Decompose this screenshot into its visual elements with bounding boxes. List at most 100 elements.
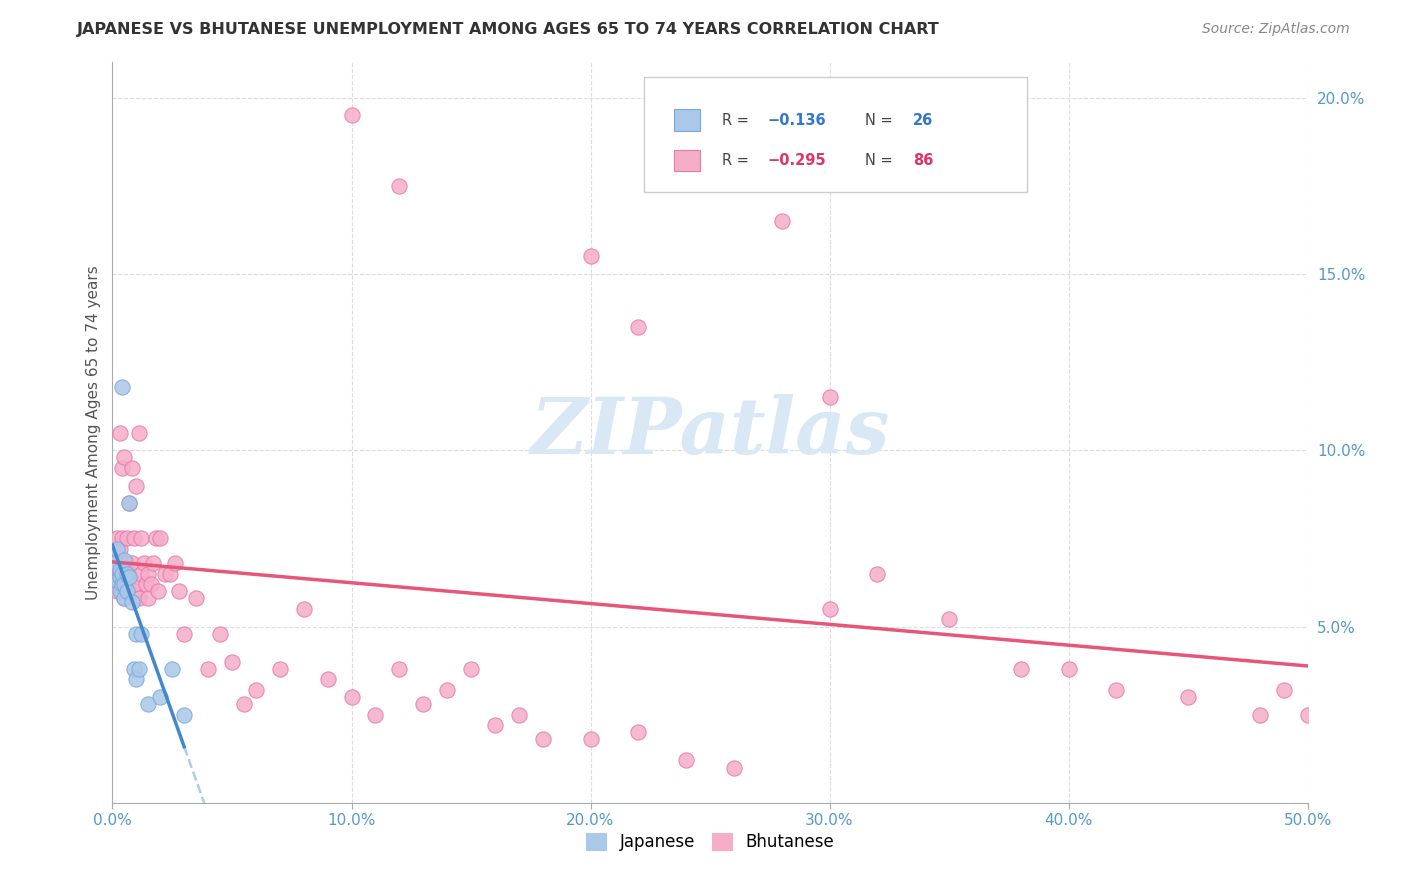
Point: [104, 549, 127, 563]
Point: [340, 108, 363, 122]
Point: [388, 178, 411, 193]
Point: [115, 556, 138, 570]
Point: [1105, 683, 1128, 698]
Point: [149, 532, 172, 546]
Point: [818, 602, 841, 616]
Point: [129, 532, 152, 546]
Point: [1177, 690, 1199, 704]
Point: [209, 626, 232, 640]
Point: [579, 732, 602, 747]
Text: ZIPatlas: ZIPatlas: [530, 394, 890, 471]
Point: [114, 574, 135, 588]
Point: [121, 574, 143, 588]
Point: [121, 556, 143, 570]
Bar: [675, 150, 700, 171]
Point: [135, 577, 157, 591]
Point: [122, 662, 145, 676]
Point: [1010, 662, 1032, 676]
Bar: [675, 110, 700, 130]
Point: [460, 662, 482, 676]
Point: [866, 566, 889, 581]
Point: [114, 450, 135, 465]
Point: [111, 532, 134, 546]
Text: R =: R =: [723, 153, 754, 169]
Point: [316, 673, 339, 687]
Point: [508, 707, 530, 722]
Point: [105, 541, 128, 556]
Point: [153, 566, 176, 581]
Point: [129, 566, 152, 581]
Point: [163, 556, 186, 570]
Point: [173, 707, 195, 722]
Point: [114, 556, 135, 570]
Text: 26: 26: [914, 112, 934, 128]
Point: [245, 683, 267, 698]
Point: [115, 577, 138, 591]
Point: [627, 319, 650, 334]
Point: [111, 566, 134, 581]
Point: [128, 591, 150, 606]
Point: [105, 584, 128, 599]
Point: [125, 478, 148, 492]
Point: [104, 556, 127, 570]
Point: [627, 725, 650, 739]
Point: [118, 584, 141, 599]
Point: [111, 566, 134, 581]
Point: [122, 532, 145, 546]
Point: [146, 584, 169, 599]
Text: JAPANESE VS BHUTANESE UNEMPLOYMENT AMONG AGES 65 TO 74 YEARS CORRELATION CHART: JAPANESE VS BHUTANESE UNEMPLOYMENT AMONG…: [77, 22, 941, 37]
Point: [122, 584, 145, 599]
Point: [114, 591, 135, 606]
Point: [115, 532, 138, 546]
Point: [292, 602, 315, 616]
Point: [114, 552, 135, 566]
Point: [818, 390, 841, 404]
Point: [105, 532, 128, 546]
Point: [1249, 707, 1271, 722]
Point: [388, 662, 411, 676]
Point: [104, 566, 127, 581]
Point: [1057, 662, 1080, 676]
Point: [436, 683, 458, 698]
Point: [197, 662, 219, 676]
Text: Source: ZipAtlas.com: Source: ZipAtlas.com: [1202, 22, 1350, 37]
Point: [108, 425, 131, 440]
Point: [1296, 707, 1319, 722]
Point: [108, 563, 131, 577]
Point: [118, 566, 141, 581]
Point: [221, 655, 243, 669]
Point: [118, 496, 141, 510]
Point: [186, 591, 208, 606]
Text: 86: 86: [914, 153, 934, 169]
Point: [149, 690, 172, 704]
Text: N =: N =: [866, 153, 897, 169]
Point: [114, 577, 135, 591]
Point: [269, 662, 291, 676]
Point: [340, 690, 363, 704]
Point: [1272, 683, 1295, 698]
Point: [159, 566, 181, 581]
Point: [145, 532, 167, 546]
Text: R =: R =: [723, 112, 754, 128]
Point: [108, 570, 131, 584]
Point: [138, 591, 160, 606]
Point: [105, 574, 128, 588]
Legend: Japanese, Bhutanese: Japanese, Bhutanese: [579, 826, 841, 857]
Point: [579, 249, 602, 263]
Text: −0.136: −0.136: [768, 112, 825, 128]
Point: [108, 577, 131, 591]
Point: [111, 584, 134, 599]
Point: [125, 673, 148, 687]
Point: [531, 732, 554, 747]
Point: [138, 566, 160, 581]
Point: [723, 760, 745, 774]
Point: [108, 541, 131, 556]
Point: [132, 556, 155, 570]
FancyBboxPatch shape: [644, 78, 1026, 192]
Point: [121, 595, 143, 609]
Text: N =: N =: [866, 112, 897, 128]
Point: [108, 566, 131, 581]
Point: [139, 577, 162, 591]
Point: [125, 626, 148, 640]
Point: [412, 697, 434, 711]
